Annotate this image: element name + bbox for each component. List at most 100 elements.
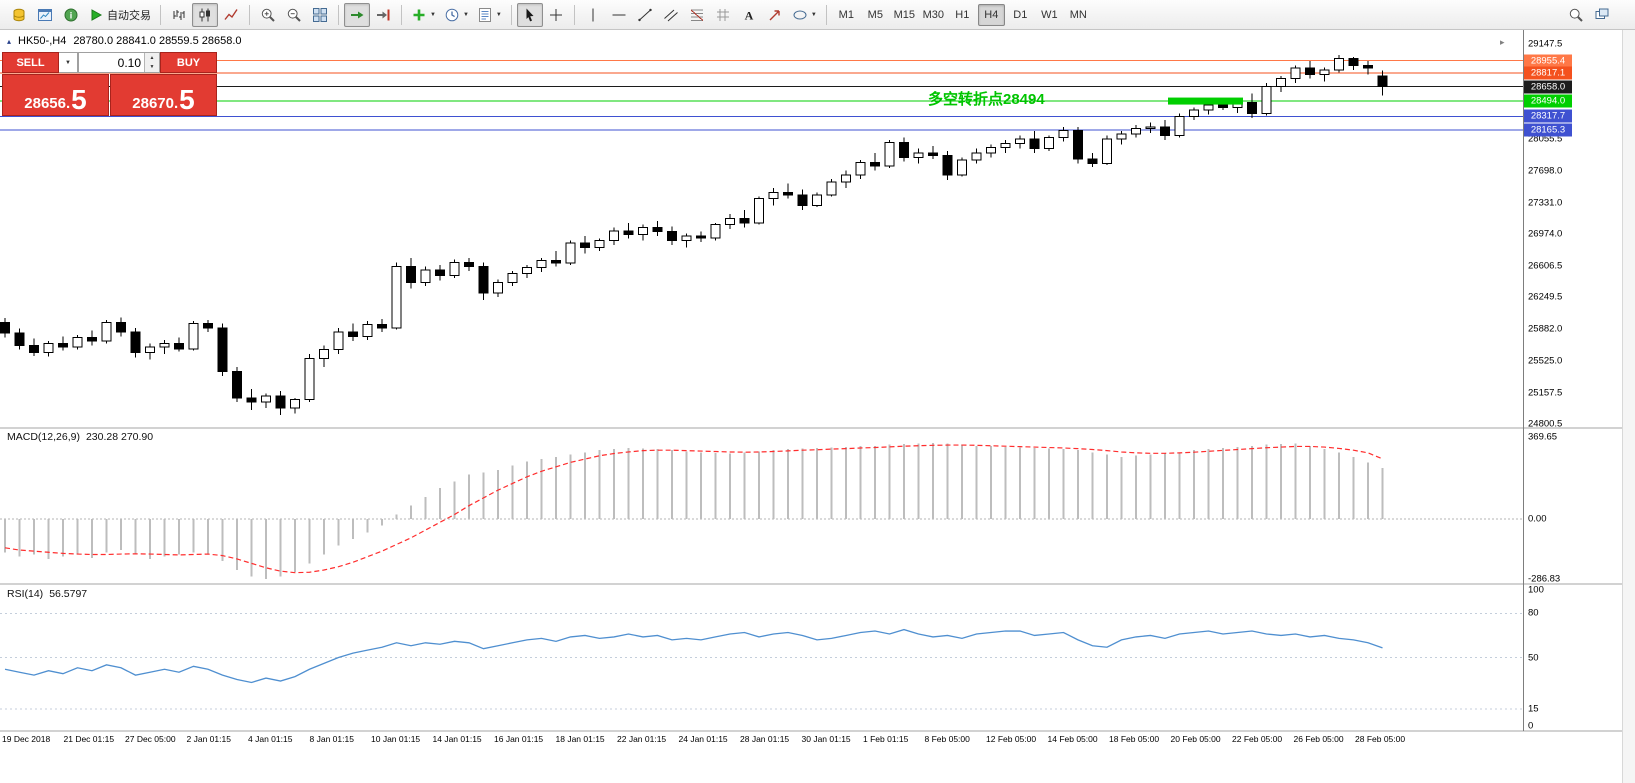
candles-button[interactable] — [192, 2, 218, 27]
stepper-up-icon[interactable]: ▲ — [145, 53, 159, 63]
fibo-icon — [689, 7, 705, 23]
grid-icon — [715, 7, 731, 23]
sell-price-main: 28656. — [24, 95, 71, 112]
scroll-anchor-icon: ▸ — [1500, 37, 1505, 47]
main-toolbar: i 自动交易 ▼ ▼ ▼ A ▼ M1 M5 M15 M30 H1 H4 D1 W1 MN — [0, 0, 1635, 30]
timeframe-h1-button[interactable]: H1 — [955, 8, 970, 21]
rsi-indicator-label: RSI(14) 56.5797 — [7, 588, 87, 600]
trendline-button[interactable] — [632, 3, 658, 27]
bars-button[interactable] — [166, 3, 192, 27]
timeframe-d1-button[interactable]: D1 — [1013, 8, 1028, 21]
timeframe-mn-button[interactable]: MN — [1069, 8, 1087, 21]
dropdown-caret-icon: ▼ — [495, 11, 502, 18]
crosshair-button[interactable] — [543, 3, 569, 27]
chart-shift-button[interactable] — [370, 3, 396, 27]
toolbar-separator — [249, 4, 250, 25]
search-button[interactable] — [1563, 3, 1589, 27]
indicators-button[interactable]: ▼ — [407, 3, 440, 27]
zoom-in-icon — [260, 7, 276, 23]
indicators-icon — [411, 7, 427, 23]
timeframe-m1-button[interactable]: M1 — [838, 8, 854, 21]
autotrading-button[interactable]: 自动交易 — [84, 3, 155, 27]
shapes-button[interactable]: ▼ — [788, 3, 821, 27]
market-watch-button[interactable]: i — [58, 3, 84, 27]
sell-price-button[interactable]: 28656. 5 — [2, 74, 109, 116]
chart-symbol-label: HK50-,H4 — [18, 35, 67, 47]
volume-dropdown-button[interactable]: ▼ — [59, 52, 78, 73]
buy-price-big-digit: 5 — [179, 83, 195, 115]
chart-shift-icon — [375, 7, 391, 23]
toolbar-separator — [510, 4, 512, 25]
new-order-icon — [11, 7, 27, 23]
toolbar-button-label: 自动交易 — [107, 9, 151, 22]
buy-price-button[interactable]: 28670. 5 — [110, 74, 217, 116]
templates-icon — [477, 7, 493, 23]
timeframe-m5-button[interactable]: M5 — [867, 8, 883, 21]
candles-icon — [197, 7, 213, 23]
vertical-scrollbar[interactable] — [1622, 30, 1635, 783]
sell-price-big-digit: 5 — [71, 83, 87, 115]
toolbar-separator — [825, 4, 827, 25]
chart-ohlc-title: ▴ HK50-,H4 28780.0 28841.0 28559.5 28658… — [7, 35, 242, 47]
trendline-icon — [637, 7, 653, 23]
auto-scroll-button[interactable] — [344, 2, 370, 27]
tile-windows-button[interactable] — [307, 3, 333, 27]
search-icon — [1568, 7, 1584, 23]
auto-scroll-icon — [349, 7, 365, 23]
charts-icon — [37, 7, 53, 23]
fibonacci-button[interactable] — [684, 3, 710, 27]
grid-button[interactable] — [710, 3, 736, 27]
autotrading-icon — [88, 7, 104, 23]
toolbar-separator — [338, 4, 339, 25]
cascade-button[interactable] — [1589, 3, 1615, 27]
text-icon: A — [741, 7, 757, 23]
arrows-button[interactable] — [762, 3, 788, 27]
timeframe-w1-button[interactable]: W1 — [1041, 8, 1058, 21]
one-click-trade-panel: SELL ▼ 0.10 ▲ ▼ BUY 28656. 5 28670. 5 — [2, 52, 217, 116]
chart-ohlc-values: 28780.0 28841.0 28559.5 28658.0 — [73, 35, 242, 47]
crosshair-icon — [548, 7, 564, 23]
pivot-annotation-text[interactable]: 多空转折点28494 — [928, 91, 1045, 108]
volume-stepper[interactable]: ▲ ▼ — [144, 53, 159, 72]
vertical-line-button[interactable] — [580, 3, 606, 27]
data-window-arrow-icon[interactable]: ▴ — [7, 36, 12, 46]
channel-button[interactable] — [658, 3, 684, 27]
shapes-icon — [792, 7, 808, 23]
bars-icon — [171, 7, 187, 23]
periods-icon — [444, 7, 460, 23]
line-chart-button[interactable] — [218, 3, 244, 27]
templates-button[interactable]: ▼ — [473, 3, 506, 27]
toolbar-right-group — [1563, 3, 1615, 27]
svg-text:A: A — [745, 8, 754, 22]
rsi-value: 56.5797 — [49, 588, 88, 600]
toolbar-separator — [573, 4, 575, 25]
cursor-button[interactable] — [516, 2, 543, 27]
timeframe-m30-button[interactable]: M30 — [922, 8, 945, 21]
cursor-icon — [522, 7, 538, 23]
periods-button[interactable]: ▼ — [440, 3, 473, 27]
zoom-out-icon — [286, 7, 302, 23]
zoom-in-button[interactable] — [255, 3, 281, 27]
toolbar-separator — [401, 4, 402, 25]
macd-values: 230.28 270.90 — [85, 431, 154, 443]
text-button[interactable]: A — [736, 3, 762, 27]
zoom-out-button[interactable] — [281, 3, 307, 27]
svg-text:i: i — [70, 10, 73, 20]
volume-value[interactable]: 0.10 — [117, 55, 141, 70]
horizontal-line-button[interactable] — [606, 3, 632, 27]
charts-button[interactable] — [32, 3, 58, 27]
dropdown-caret-icon: ▼ — [810, 11, 817, 18]
chart-canvas[interactable] — [0, 30, 1635, 783]
toolbar-separator — [160, 4, 161, 25]
dropdown-caret-icon: ▼ — [430, 11, 436, 18]
new-order-button[interactable] — [6, 3, 32, 27]
timeframe-m15-button[interactable]: M15 — [893, 8, 916, 21]
timeframe-h4-button[interactable]: H4 — [977, 3, 1005, 26]
sell-button[interactable]: SELL — [2, 52, 59, 73]
dropdown-caret-icon: ▼ — [462, 11, 469, 18]
stepper-down-icon[interactable]: ▼ — [145, 62, 159, 72]
volume-input[interactable]: 0.10 ▲ ▼ — [78, 52, 160, 73]
macd-indicator-label: MACD(12,26,9) 230.28 270.90 — [7, 431, 153, 443]
buy-button[interactable]: BUY — [160, 52, 217, 73]
cascade-icon — [1594, 7, 1610, 23]
